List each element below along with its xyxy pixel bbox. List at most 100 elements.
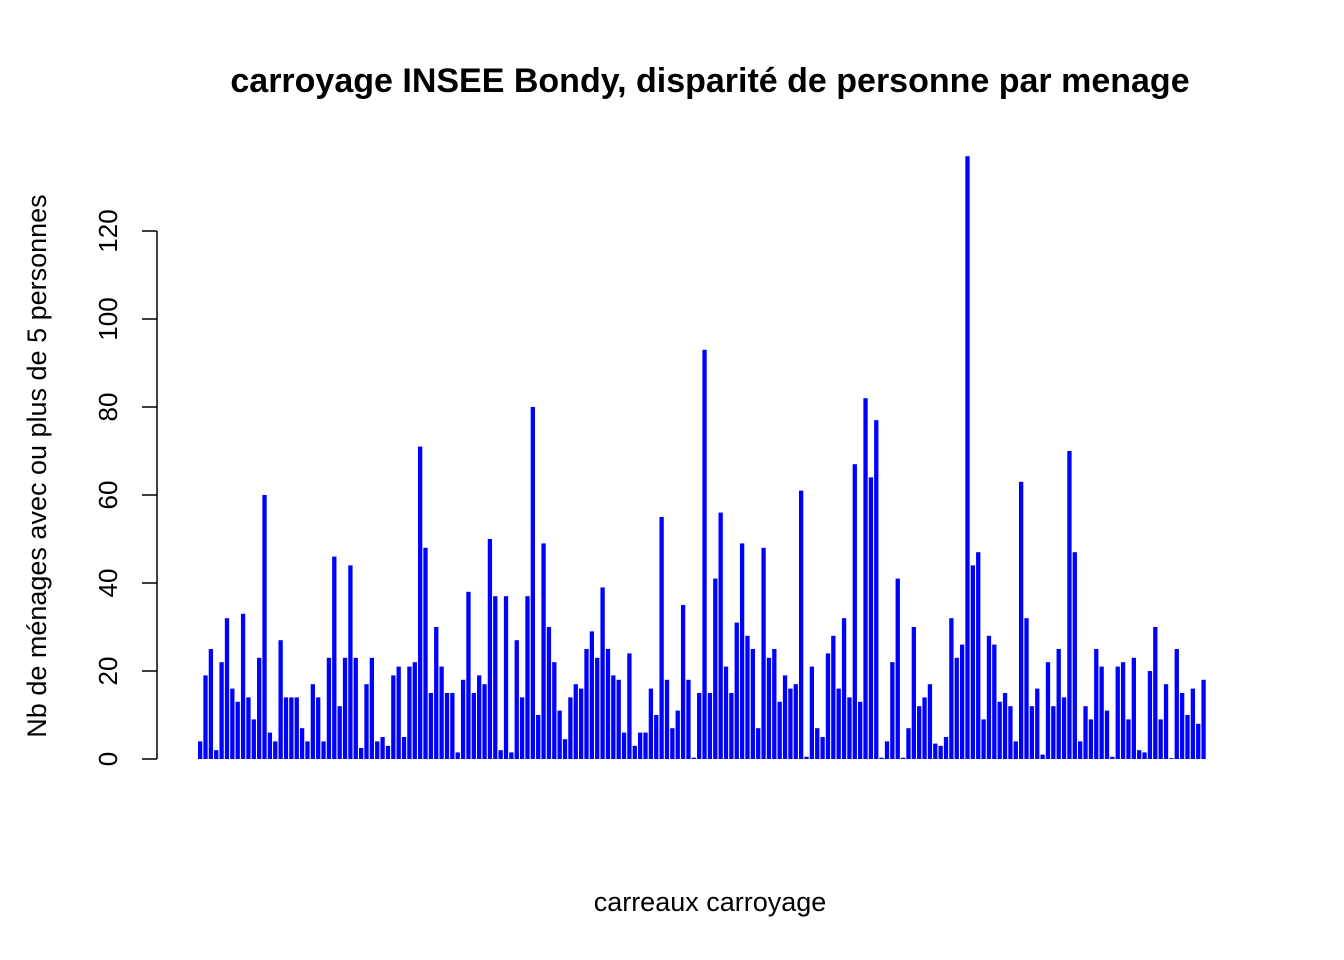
bar-106 xyxy=(761,547,766,759)
bar-88 xyxy=(664,679,670,759)
bar-107 xyxy=(766,657,772,759)
bar-97 xyxy=(713,578,718,759)
bar-132 xyxy=(900,757,906,759)
bar-176 xyxy=(1137,750,1142,759)
bar-70 xyxy=(568,697,573,759)
y-tick-label-120: 120 xyxy=(93,209,123,252)
bar-74 xyxy=(589,631,595,759)
bar-151 xyxy=(1002,693,1008,759)
bar-175 xyxy=(1131,657,1136,759)
bar-99 xyxy=(723,666,729,759)
y-tick-label-60: 60 xyxy=(93,481,123,510)
bar-149 xyxy=(992,644,997,759)
y-tick-label-100: 100 xyxy=(93,297,123,340)
bar-59 xyxy=(509,752,514,759)
bar-120 xyxy=(836,688,841,759)
bar-24 xyxy=(321,741,326,759)
bar-9 xyxy=(240,613,246,759)
bar-116 xyxy=(815,728,820,759)
bar-117 xyxy=(820,737,825,759)
bar-136 xyxy=(922,697,927,759)
bar-183 xyxy=(1174,649,1179,759)
bar-67 xyxy=(552,662,557,759)
bar-61 xyxy=(519,697,525,759)
bar-180 xyxy=(1158,719,1163,759)
bar-172 xyxy=(1115,666,1120,759)
bar-13 xyxy=(262,495,267,759)
bar-54 xyxy=(482,684,487,759)
bar-122 xyxy=(847,697,852,759)
bar-124 xyxy=(858,701,863,759)
bar-111 xyxy=(788,688,793,759)
bar-161 xyxy=(1056,649,1061,759)
bar-139 xyxy=(938,745,943,759)
bar-94 xyxy=(697,693,702,759)
bar-110 xyxy=(782,675,788,759)
bar-147 xyxy=(981,719,986,759)
bar-188 xyxy=(1201,679,1206,759)
bar-157 xyxy=(1035,688,1040,759)
bar-4 xyxy=(214,750,219,759)
bar-148 xyxy=(986,635,992,759)
bar-182 xyxy=(1169,758,1174,759)
x-axis-label: carreaux carroyage xyxy=(594,887,827,917)
bar-123 xyxy=(852,464,857,759)
bar-71 xyxy=(573,684,578,759)
bar-32 xyxy=(364,684,369,759)
bar-181 xyxy=(1163,684,1169,759)
bar-113 xyxy=(798,490,804,759)
bar-96 xyxy=(707,693,713,759)
bar-155 xyxy=(1024,618,1029,759)
bar-184 xyxy=(1179,693,1185,759)
y-tick-label-40: 40 xyxy=(93,569,123,598)
bar-169 xyxy=(1099,666,1104,759)
bar-145 xyxy=(970,565,975,759)
bar-77 xyxy=(605,649,611,759)
bar-38 xyxy=(396,666,401,759)
bar-167 xyxy=(1088,719,1094,759)
bar-58 xyxy=(503,596,509,759)
bar-20 xyxy=(299,728,305,759)
bar-76 xyxy=(600,587,605,759)
bar-15 xyxy=(273,741,278,759)
bar-35 xyxy=(380,737,385,759)
bar-150 xyxy=(997,701,1002,759)
bar-2 xyxy=(203,675,208,759)
bar-105 xyxy=(756,728,761,759)
y-axis-label: Nb de ménages avec ou plus de 5 personne… xyxy=(22,194,52,737)
bar-162 xyxy=(1061,697,1067,759)
chart-title: carroyage INSEE Bondy, disparité de pers… xyxy=(230,62,1189,100)
bar-108 xyxy=(772,649,777,759)
bar-80 xyxy=(621,732,627,759)
bar-89 xyxy=(670,728,675,759)
bar-85 xyxy=(648,688,654,759)
bar-41 xyxy=(412,662,417,759)
bar-29 xyxy=(348,565,353,759)
bar-45 xyxy=(434,627,439,759)
bar-1 xyxy=(198,741,203,759)
bar-126 xyxy=(868,477,874,759)
bar-186 xyxy=(1190,688,1196,759)
bar-166 xyxy=(1083,706,1088,759)
bar-19 xyxy=(294,697,299,759)
bar-12 xyxy=(257,657,262,759)
bar-3 xyxy=(208,649,214,759)
bar-100 xyxy=(729,693,734,759)
bar-118 xyxy=(825,653,831,759)
bar-83 xyxy=(638,732,643,759)
bar-143 xyxy=(959,644,965,759)
bar-11 xyxy=(251,719,256,759)
bar-69 xyxy=(562,739,568,759)
bar-128 xyxy=(879,757,884,759)
bar-60 xyxy=(514,640,519,759)
bars-group xyxy=(198,156,1206,759)
bar-144 xyxy=(965,156,970,759)
bar-64 xyxy=(536,715,541,759)
bar-187 xyxy=(1196,723,1201,759)
bar-33 xyxy=(369,657,375,759)
bar-50 xyxy=(460,679,466,759)
y-axis-ticks: 0 20 40 60 80 100 120 xyxy=(93,209,157,766)
bar-18 xyxy=(289,697,294,759)
bar-37 xyxy=(391,675,396,759)
bar-43 xyxy=(423,547,428,759)
